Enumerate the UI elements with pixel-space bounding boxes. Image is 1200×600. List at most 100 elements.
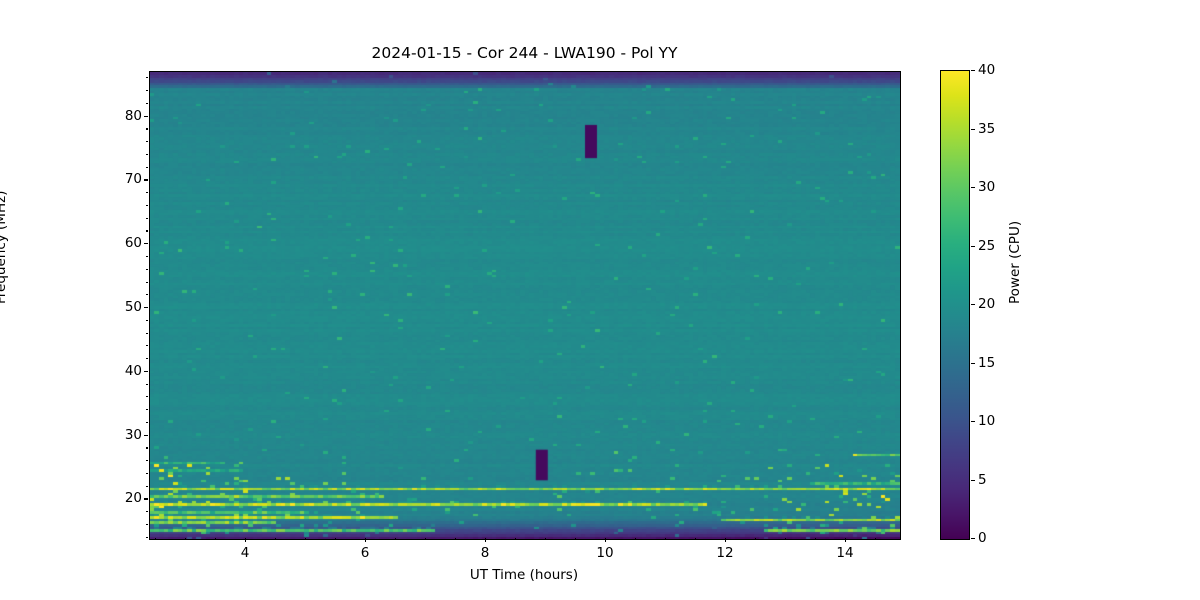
x-tick-label: 10: [596, 545, 614, 561]
x-tick-minor: [785, 538, 787, 541]
y-tick-minor: [145, 141, 148, 143]
y-tick-minor: [145, 319, 148, 321]
x-tick-minor: [545, 538, 547, 541]
x-tick-minor: [335, 538, 337, 541]
x-tick-major: [725, 538, 727, 542]
colorbar-tick-label: 5: [978, 471, 987, 488]
colorbar-tick-label: 30: [978, 179, 996, 195]
x-tick-label: 6: [360, 545, 370, 561]
y-tick-minor: [145, 536, 148, 538]
y-tick-major: [144, 498, 148, 500]
colorbar-tick: [970, 128, 975, 130]
colorbar-tick: [970, 245, 975, 247]
y-tick-labels: 20 30 40 50 60 70 80: [102, 71, 142, 538]
y-tick-label: 70: [124, 171, 142, 188]
x-tick-minor: [875, 538, 877, 541]
colorbar-tick: [970, 304, 975, 306]
x-tick-minor: [515, 538, 517, 541]
spectrogram-image: [150, 72, 900, 539]
x-tick-minor: [305, 538, 307, 541]
colorbar-tick-label: 40: [978, 62, 996, 78]
x-tick-minor: [575, 538, 577, 541]
y-tick-minor: [145, 192, 148, 194]
y-tick-minor: [145, 204, 148, 207]
colorbar-tick-label: 35: [978, 120, 996, 137]
x-axis-title: UT Time (hours): [469, 567, 579, 583]
x-tick-major: [365, 538, 367, 542]
x-tick-label: 8: [480, 545, 490, 561]
colorbar-tick: [970, 187, 975, 189]
y-tick-major: [144, 370, 148, 372]
y-tick-major: [144, 243, 148, 245]
y-tick-major: [144, 434, 148, 436]
y-tick-label: 60: [124, 235, 142, 252]
y-tick-minor: [145, 230, 148, 232]
y-tick-minor: [145, 90, 148, 92]
y-tick-minor: [145, 128, 148, 130]
y-tick-minor: [145, 409, 148, 411]
y-tick-minor: [145, 447, 148, 449]
y-tick-minor: [145, 485, 148, 487]
x-tick-minor: [425, 538, 427, 541]
y-tick-major: [144, 115, 148, 117]
colorbar-tick: [970, 421, 975, 423]
x-tick-minor: [695, 538, 697, 541]
y-tick-minor: [145, 166, 148, 168]
colorbar-title: Power (CPU): [1007, 220, 1023, 304]
y-tick-minor: [145, 332, 148, 334]
x-tick-major: [245, 538, 247, 542]
y-tick-label: 40: [124, 362, 142, 379]
y-tick-minor: [145, 281, 148, 283]
y-tick-minor: [145, 77, 148, 79]
y-tick-minor: [145, 217, 148, 219]
spectrogram-axes[interactable]: [149, 71, 901, 540]
y-tick-minor: [145, 345, 148, 347]
x-tick-minor: [455, 538, 457, 541]
x-tick-labels: 4 6 8 10 12 14: [149, 545, 899, 565]
x-tick-minor: [155, 538, 157, 541]
y-tick-minor: [145, 294, 148, 296]
y-tick-minor: [145, 460, 148, 462]
x-tick-minor: [755, 538, 757, 541]
colorbar-tick-label: 20: [978, 296, 996, 312]
colorbar-tick: [970, 538, 975, 540]
colorbar-tick-label: 0: [978, 530, 987, 546]
y-tick-minor: [145, 383, 148, 385]
y-tick-minor: [145, 256, 148, 258]
colorbar-tick-label: 15: [978, 354, 996, 371]
colorbar[interactable]: [940, 70, 970, 540]
x-tick-minor: [395, 538, 397, 541]
colorbar-tick-label: 10: [978, 413, 996, 429]
y-tick-minor: [145, 523, 148, 526]
x-tick-label: 12: [716, 545, 734, 561]
y-tick-minor: [145, 268, 148, 270]
x-tick-label: 14: [836, 545, 854, 561]
x-tick-container: [149, 538, 899, 546]
y-tick-label: 50: [124, 299, 142, 316]
y-tick-label: 20: [124, 490, 142, 507]
colorbar-tick: [970, 70, 975, 72]
colorbar-tick-label: 25: [978, 237, 996, 254]
x-tick-minor: [275, 538, 277, 541]
x-tick-major: [845, 538, 847, 542]
x-tick-minor: [215, 538, 217, 541]
y-tick-major: [144, 179, 148, 181]
colorbar-tick: [970, 479, 975, 481]
x-tick-label: 4: [240, 545, 250, 561]
y-tick-label: 30: [124, 426, 142, 443]
y-tick-minor: [145, 153, 148, 156]
y-tick-minor: [145, 396, 148, 398]
x-tick-minor: [635, 538, 637, 541]
colorbar-tick-labels: 0 5 10 15 20 25 30 35 40: [940, 62, 995, 546]
y-tick-minor: [145, 102, 148, 104]
y-tick-minor: [145, 472, 148, 475]
x-tick-major: [485, 538, 487, 542]
x-tick-minor: [665, 538, 667, 541]
plot-title: 2024-01-15 - Cor 244 - LWA190 - Pol YY: [371, 44, 678, 62]
x-tick-minor: [815, 538, 817, 541]
x-tick-minor: [185, 538, 187, 541]
y-axis-title: Frequency (MHz): [0, 190, 9, 304]
colorbar-gradient: [941, 71, 969, 539]
y-tick-label: 80: [124, 107, 142, 124]
